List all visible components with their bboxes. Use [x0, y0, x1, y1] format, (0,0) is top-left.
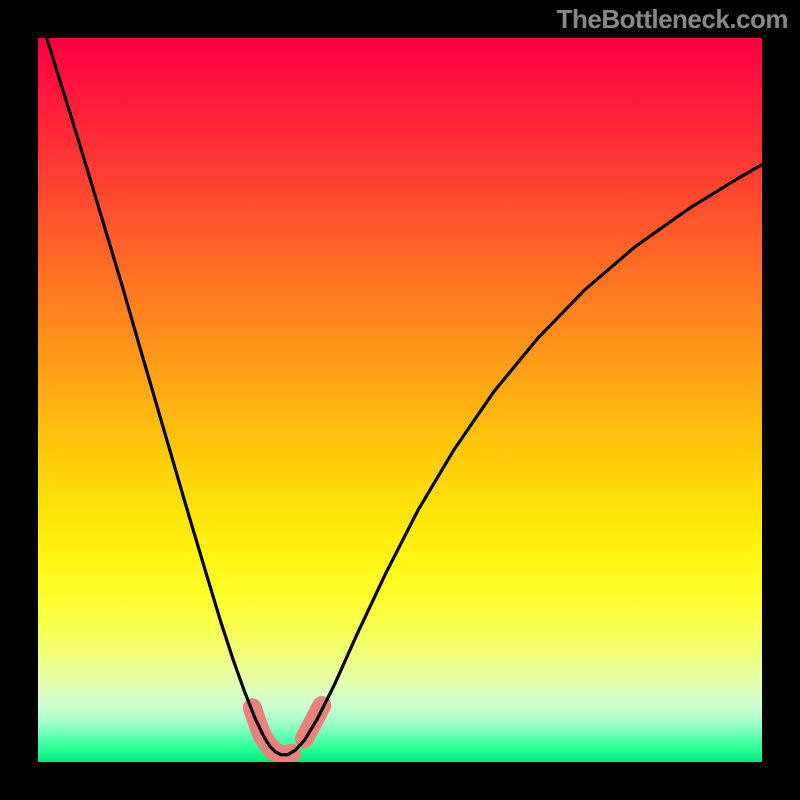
gradient-background	[38, 38, 762, 762]
plot-area	[38, 38, 762, 762]
watermark-text: TheBottleneck.com	[557, 4, 788, 35]
chart-container: TheBottleneck.com	[0, 0, 800, 800]
plot-svg	[38, 38, 762, 762]
